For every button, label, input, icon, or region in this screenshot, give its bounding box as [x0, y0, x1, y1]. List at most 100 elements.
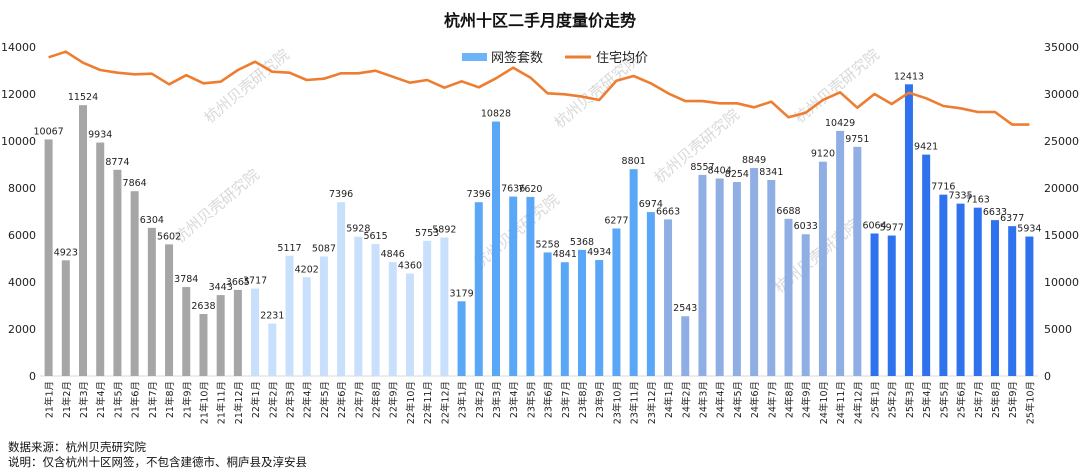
bar-data-label: 6033 — [794, 221, 818, 232]
bar — [595, 260, 604, 376]
bar — [440, 237, 449, 376]
bar-data-label: 8404 — [708, 166, 732, 177]
bar — [147, 227, 156, 376]
x-tick-label: 22年4月 — [302, 381, 314, 418]
legend-label-bar: 网签套数 — [491, 50, 543, 66]
bar-data-label: 10429 — [825, 118, 855, 129]
x-tick-label: 22年7月 — [353, 381, 365, 418]
bar-data-label: 4934 — [587, 247, 611, 258]
bar-data-label: 4360 — [398, 261, 422, 272]
x-tick-label: 24年6月 — [749, 381, 761, 418]
bar-data-label: 3665 — [226, 277, 250, 288]
bar — [233, 289, 242, 376]
bar — [750, 168, 759, 376]
bar-data-label: 5753 — [415, 228, 439, 239]
right-axis-tick: 30000 — [1044, 88, 1079, 101]
bar-data-label: 7396 — [329, 189, 353, 200]
bar-data-label: 9421 — [914, 142, 938, 153]
bar — [251, 288, 260, 376]
bar-series — [44, 84, 1034, 377]
bar — [130, 191, 139, 376]
bar — [990, 220, 999, 376]
x-tick-label: 24年5月 — [732, 381, 744, 418]
bar — [423, 240, 432, 376]
bar-data-label: 8849 — [742, 155, 766, 166]
x-tick-label: 24年3月 — [697, 381, 709, 418]
footer-note: 说明：仅含杭州十区网签，不包含建德市、桐庐县及淳安县 — [8, 455, 307, 469]
bar — [887, 235, 896, 376]
bar-data-label: 6974 — [639, 199, 663, 210]
x-tick-label: 24年7月 — [766, 381, 778, 418]
bar — [681, 316, 690, 376]
bar — [956, 203, 965, 376]
x-tick-label: 21年4月 — [95, 381, 107, 418]
bar — [939, 194, 948, 376]
right-axis-tick: 15000 — [1044, 229, 1079, 242]
bar-data-label: 8341 — [759, 167, 783, 178]
x-tick-label: 22年11月 — [422, 381, 434, 424]
bar-data-label: 5928 — [346, 224, 370, 235]
bar — [922, 154, 931, 376]
watermark-text: 杭州贝壳研究院 — [201, 46, 293, 127]
x-tick-label: 25年1月 — [870, 381, 882, 418]
bar-data-label: 4923 — [54, 247, 78, 258]
bar-data-label: 2231 — [260, 311, 284, 322]
left-axis-tick: 10000 — [1, 135, 36, 148]
x-tick-label: 24年2月 — [680, 381, 692, 418]
left-axis-tick: 14000 — [1, 41, 36, 54]
bar-data-label: 7335 — [948, 191, 972, 202]
bar — [578, 249, 587, 376]
bar-data-label: 6304 — [140, 215, 164, 226]
left-axis-tick: 12000 — [1, 88, 36, 101]
bar — [646, 212, 655, 376]
bar-data-label: 5892 — [432, 225, 456, 236]
x-tick-label: 23年4月 — [508, 381, 520, 418]
bar-data-label: 6064 — [862, 220, 886, 231]
bar — [354, 236, 363, 376]
x-tick-label: 23年11月 — [629, 381, 641, 424]
left-axis-tick: 6000 — [8, 229, 36, 242]
x-tick-label: 25年2月 — [887, 381, 899, 418]
x-tick-label: 24年8月 — [784, 381, 796, 418]
bar — [904, 84, 913, 377]
bar — [285, 255, 294, 376]
x-tick-label: 21年7月 — [147, 381, 159, 418]
x-tick-label: 21年3月 — [78, 381, 90, 418]
legend-label-line: 住宅均价 — [596, 51, 648, 66]
x-tick-label: 23年2月 — [474, 381, 486, 418]
bar-data-label: 3784 — [174, 274, 198, 285]
x-tick-label: 23年7月 — [560, 381, 572, 418]
x-tick-label: 24年12月 — [852, 381, 864, 424]
x-tick-label: 24年10月 — [818, 381, 830, 424]
bar — [1008, 226, 1017, 376]
bar-data-label: 10067 — [33, 126, 63, 137]
x-tick-label: 22年8月 — [371, 381, 383, 418]
bar-data-label: 5615 — [363, 231, 387, 242]
bar — [698, 174, 707, 376]
bar — [44, 139, 53, 376]
x-tick-label: 25年4月 — [921, 381, 933, 418]
right-axis-tick: 25000 — [1044, 135, 1079, 148]
bar — [491, 121, 500, 377]
x-tick-label: 25年6月 — [956, 381, 968, 418]
bar — [199, 314, 208, 376]
bar — [337, 202, 346, 376]
bar-data-label: 9934 — [88, 130, 112, 141]
bar — [836, 130, 845, 376]
x-tick-label: 23年9月 — [594, 381, 606, 418]
bar-data-label: 3717 — [243, 276, 267, 287]
bar — [302, 277, 311, 376]
x-tick-label: 25年3月 — [904, 381, 916, 418]
bar-data-label: 7636 — [501, 184, 525, 195]
right-axis-tick: 0 — [1044, 370, 1051, 383]
bar-data-label: 8254 — [725, 169, 749, 180]
x-tick-label: 21年2月 — [61, 381, 73, 418]
watermark-text: 杭州贝壳研究院 — [171, 166, 263, 247]
bar-data-label: 6277 — [604, 215, 628, 226]
x-tick-label: 22年3月 — [285, 381, 297, 418]
right-axis-tick: 5000 — [1044, 323, 1072, 336]
bar — [474, 202, 483, 376]
bar — [818, 161, 827, 376]
x-tick-label: 22年10月 — [405, 381, 417, 424]
bar — [612, 228, 621, 376]
